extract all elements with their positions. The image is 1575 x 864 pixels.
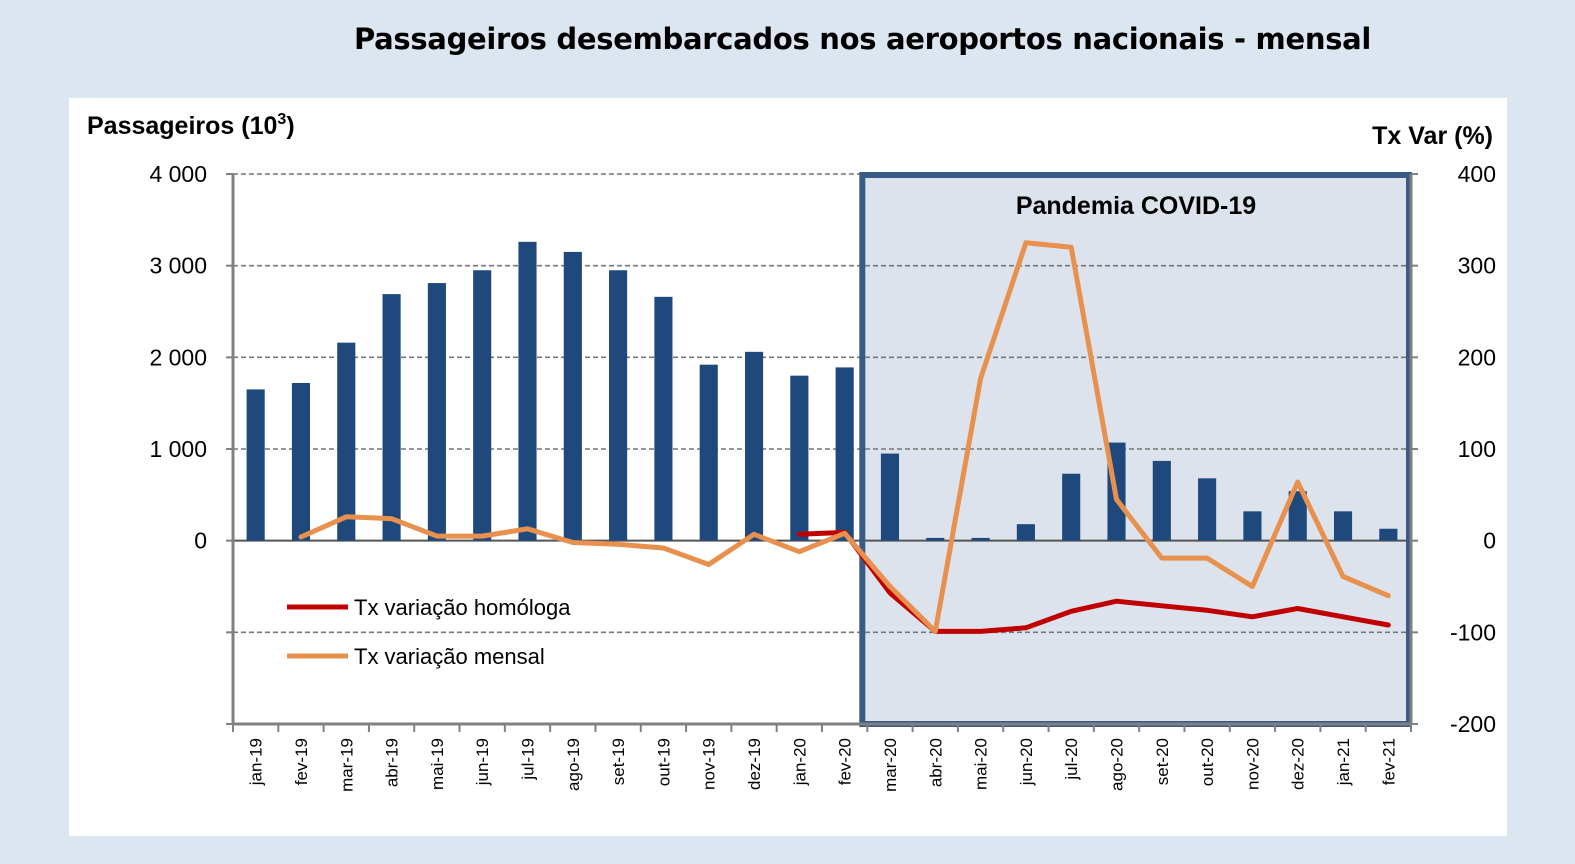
right-axis-title: Tx Var (%) bbox=[1372, 122, 1493, 150]
bar-mar-19 bbox=[337, 342, 356, 541]
line-series-mensal bbox=[298, 240, 1391, 634]
right-tick-label: 400 bbox=[1458, 161, 1496, 187]
x-tick-label-mai-19: mai-19 bbox=[428, 738, 447, 790]
bar-jun-20 bbox=[1016, 524, 1035, 541]
chart-svg: 4 000 3 000 2 000 1 000 0 400 300 200 100 0 -100 -2… bbox=[87, 111, 1496, 792]
bar-nov-19 bbox=[699, 364, 718, 541]
legend: Tx variação homóloga Tx variação mensal bbox=[287, 595, 571, 669]
left-tick-label: 4 000 bbox=[149, 161, 207, 187]
legend-label-mensal: Tx variação mensal bbox=[354, 644, 545, 669]
x-tick-label-jan-19: jan-19 bbox=[247, 738, 266, 786]
x-tick-label-fev-19: fev-19 bbox=[292, 738, 311, 785]
x-tick-label-ago-20: ago-20 bbox=[1108, 738, 1127, 791]
x-tick-label-out-20: out-20 bbox=[1198, 738, 1217, 786]
bar-nov-20 bbox=[1243, 511, 1262, 541]
bar-mai-19 bbox=[427, 283, 446, 541]
left-tick-label: 0 bbox=[194, 528, 207, 554]
x-tick-label-out-19: out-19 bbox=[654, 738, 673, 786]
x-tick-label-jun-19: jun-19 bbox=[473, 738, 492, 786]
right-tick-label: 300 bbox=[1458, 253, 1496, 279]
x-tick-label-fev-20: fev-20 bbox=[836, 738, 855, 785]
bar-fev-20 bbox=[835, 367, 854, 541]
x-tick-label-mai-20: mai-20 bbox=[972, 738, 991, 790]
bar-abr-20 bbox=[926, 537, 945, 541]
right-tick-label: 100 bbox=[1458, 436, 1496, 462]
left-axis-title: Passageiros (103) bbox=[87, 111, 295, 140]
left-tick-label: 2 000 bbox=[149, 344, 207, 370]
x-tick-label-mar-20: mar-20 bbox=[881, 738, 900, 792]
x-tick-label-jan-20: jan-20 bbox=[790, 738, 809, 786]
x-tick-label-nov-19: nov-19 bbox=[700, 738, 719, 790]
covid-annotation-label: Pandemia COVID-19 bbox=[1016, 192, 1256, 220]
right-tick-label: 200 bbox=[1458, 344, 1496, 370]
bar-set-20 bbox=[1152, 460, 1171, 541]
left-tick-label: 1 000 bbox=[149, 436, 207, 462]
bar-jun-19 bbox=[473, 270, 492, 541]
bar-abr-19 bbox=[382, 294, 401, 541]
right-tick-label: -100 bbox=[1450, 619, 1496, 645]
chart-panel: 4 000 3 000 2 000 1 000 0 400 300 200 100 0 -100 -2… bbox=[69, 98, 1507, 836]
bar-jul-20 bbox=[1062, 473, 1081, 541]
x-tick-label-ago-19: ago-19 bbox=[564, 738, 583, 791]
x-tick-label-abr-20: abr-20 bbox=[926, 738, 945, 787]
right-tick-label: 0 bbox=[1483, 528, 1496, 554]
bar-dez-19 bbox=[744, 351, 764, 541]
line-series-homologa bbox=[796, 529, 1391, 634]
left-tick-label: 3 000 bbox=[149, 253, 207, 279]
bar-out-19 bbox=[654, 296, 673, 541]
bar-jan-20 bbox=[790, 375, 809, 541]
bar-set-19 bbox=[609, 270, 628, 541]
x-tick-label-jul-19: jul-19 bbox=[519, 738, 538, 781]
legend-label-homologa: Tx variação homóloga bbox=[354, 595, 571, 620]
x-tick-label-jan-21: jan-21 bbox=[1334, 738, 1353, 786]
x-tick-label-jun-20: jun-20 bbox=[1017, 738, 1036, 786]
covid-shaded-region bbox=[862, 175, 1409, 724]
bar-jan-21 bbox=[1333, 511, 1353, 541]
bar-ago-19 bbox=[563, 251, 582, 541]
chart-title: Passageiros desembarcados nos aeroportos… bbox=[353, 22, 1372, 56]
x-tick-label-set-20: set-20 bbox=[1153, 738, 1172, 785]
bar-fev-21 bbox=[1379, 528, 1398, 541]
bar-jul-19 bbox=[518, 241, 537, 541]
x-tick-label-nov-20: nov-20 bbox=[1243, 738, 1262, 790]
x-tick-label-dez-20: dez-20 bbox=[1289, 738, 1308, 790]
x-tick-label-jul-20: jul-20 bbox=[1062, 738, 1081, 781]
bar-out-20 bbox=[1198, 478, 1217, 541]
bar-mai-20 bbox=[971, 537, 990, 541]
x-tick-label-dez-19: dez-19 bbox=[745, 738, 764, 790]
right-tick-label: -200 bbox=[1450, 711, 1496, 737]
x-tick-label-abr-19: abr-19 bbox=[383, 738, 402, 787]
x-tick-label-set-19: set-19 bbox=[609, 738, 628, 785]
bar-mar-20 bbox=[880, 453, 900, 541]
bar-fev-19 bbox=[291, 383, 311, 541]
x-tick-label-fev-21: fev-21 bbox=[1379, 738, 1398, 785]
bar-dez-20 bbox=[1288, 491, 1307, 541]
x-tick-label-mar-19: mar-19 bbox=[337, 738, 356, 792]
bar-jan-19 bbox=[246, 389, 265, 541]
